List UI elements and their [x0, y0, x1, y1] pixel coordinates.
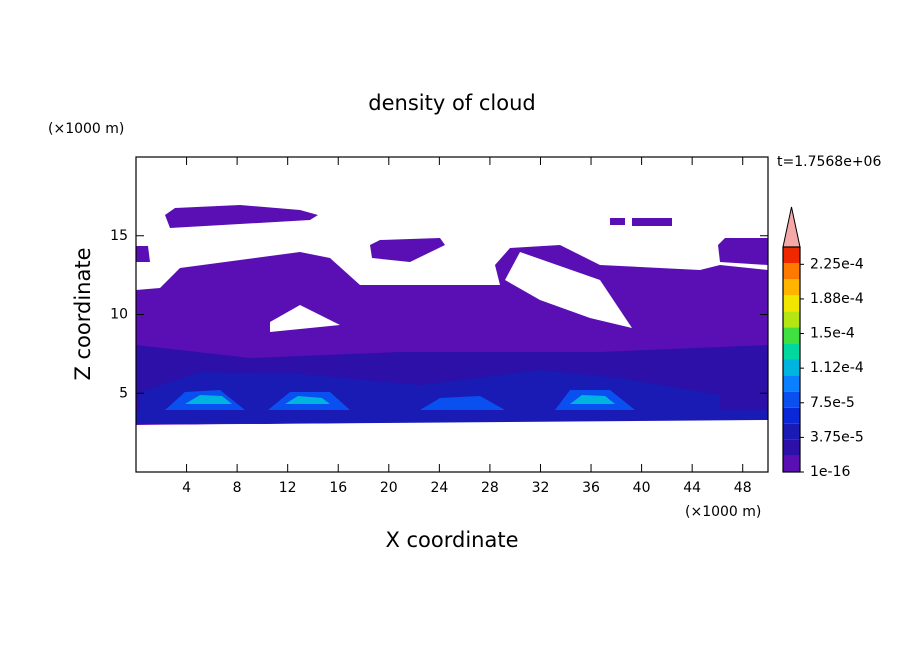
- x-tick-label: 20: [380, 480, 398, 496]
- colorbar-band: [783, 311, 800, 328]
- colorbar-band: [783, 295, 800, 312]
- colorbar-tick-label: 1.12e-4: [810, 360, 864, 376]
- colorbar-band: [783, 279, 800, 296]
- colorbar-band: [783, 327, 800, 344]
- x-tick-label: 40: [633, 480, 651, 496]
- x-tick-label: 28: [481, 480, 499, 496]
- colorbar-tick-label: 7.5e-5: [810, 395, 855, 411]
- colorbar-band: [783, 423, 800, 440]
- colorbar-band: [783, 359, 800, 376]
- contour-region: [610, 218, 672, 226]
- contour-gap: [270, 252, 632, 332]
- colorbar-tick-label: 3.75e-5: [810, 429, 864, 445]
- plot-frame: [135, 156, 769, 473]
- x-tick-label: 12: [279, 480, 297, 496]
- y-unit: (×1000 m): [48, 121, 124, 137]
- x-tick-label: 36: [582, 480, 600, 496]
- y-axis-label: Z coordinate: [71, 247, 95, 380]
- y-tick-label: 5: [119, 385, 128, 401]
- colorbar-tick-label: 1.5e-4: [810, 326, 855, 342]
- y-tick-label: 15: [110, 228, 128, 244]
- colorbar-band: [783, 407, 800, 424]
- colorbar-band: [783, 439, 800, 456]
- x-tick-label: 24: [430, 480, 448, 496]
- x-tick-label: 32: [532, 480, 550, 496]
- colorbar-tick-label: 1e-16: [810, 464, 850, 480]
- colorbar-band: [783, 455, 800, 472]
- x-tick-label: 4: [182, 480, 191, 496]
- contour-region: [165, 390, 635, 410]
- x-axis-label: X coordinate: [385, 528, 518, 552]
- contour-gap: [136, 420, 768, 471]
- contour-region: [185, 395, 615, 404]
- x-tick-label: 16: [329, 480, 347, 496]
- y-tick-label: 10: [110, 307, 128, 323]
- colorbar-tick-label: 2.25e-4: [810, 256, 864, 272]
- contour-region: [718, 238, 768, 265]
- colorbar-band: [783, 343, 800, 360]
- colorbar-band: [783, 391, 800, 408]
- colorbar-frame: [782, 246, 801, 473]
- contour-field: [136, 205, 768, 471]
- contour-region: [136, 410, 768, 424]
- colorbar-tick-label: 1.88e-4: [810, 291, 864, 307]
- time-annotation: t=1.7568e+06: [777, 154, 881, 170]
- x-unit: (×1000 m): [685, 504, 761, 520]
- contour-region: [165, 205, 318, 228]
- contour-region: [370, 238, 445, 262]
- x-tick-label: 44: [683, 480, 701, 496]
- x-tick-label: 8: [233, 480, 242, 496]
- x-tick-label: 48: [734, 480, 752, 496]
- chart-title: density of cloud: [368, 91, 535, 115]
- colorbar-band: [783, 247, 800, 264]
- colorbar-band: [783, 375, 800, 392]
- colorbar-band: [783, 263, 800, 280]
- contour-region: [136, 246, 150, 262]
